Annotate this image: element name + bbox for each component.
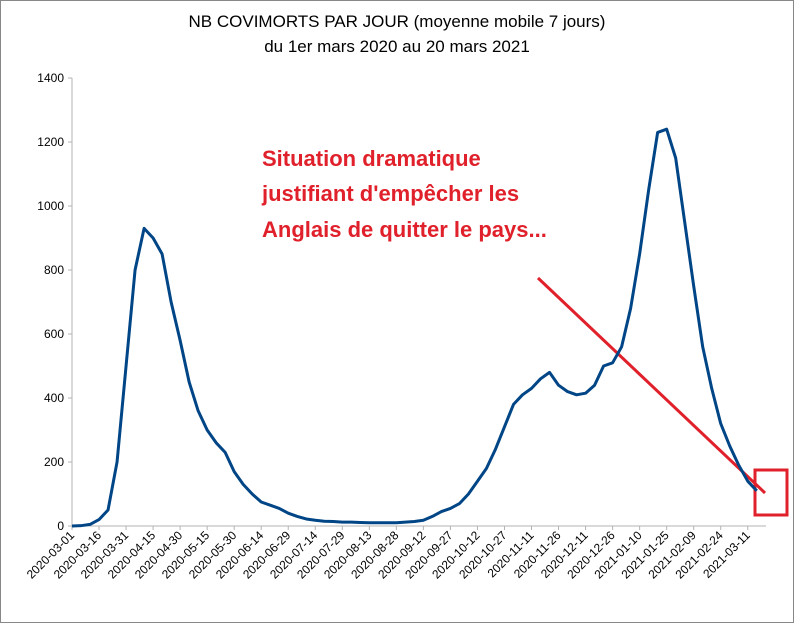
y-tick-label: 0 xyxy=(57,519,64,533)
highlight-box xyxy=(753,468,789,517)
annotation: justifiant d'empêcher les xyxy=(261,181,519,206)
chart-title: NB COVIMORTS PAR JOUR (moyenne mobile 7 … xyxy=(189,12,606,31)
y-tick-label: 800 xyxy=(44,263,64,277)
y-tick-label: 400 xyxy=(44,391,64,405)
y-tick-label: 1000 xyxy=(37,199,64,213)
annotation-line xyxy=(536,276,767,495)
y-tick-label: 200 xyxy=(44,455,64,469)
chart-subtitle: du 1er mars 2020 au 20 mars 2021 xyxy=(264,37,530,56)
line-series xyxy=(71,127,758,528)
annotation: Anglais de quitter le pays... xyxy=(262,217,547,242)
y-tick-label: 1400 xyxy=(37,71,64,85)
annotation: Situation dramatique xyxy=(262,146,481,171)
y-tick-label: 600 xyxy=(44,327,64,341)
y-tick-label: 1200 xyxy=(37,135,64,149)
